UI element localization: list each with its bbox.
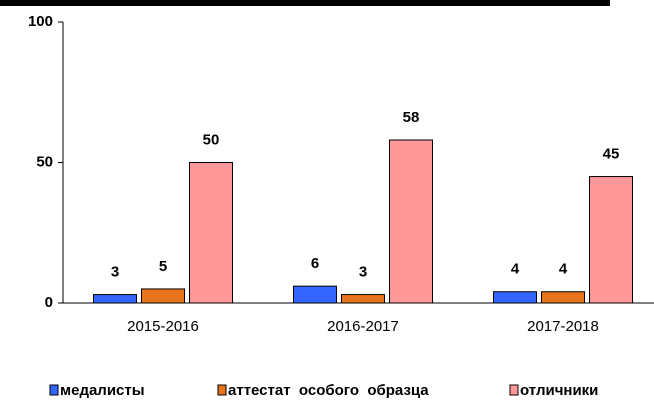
data-label: 5 [159,258,167,275]
data-label: 4 [511,261,520,278]
data-label: 3 [359,264,367,281]
bar [189,162,233,304]
top-rule [0,0,610,6]
bar [293,285,337,304]
y-tick-label: 0 [45,294,53,311]
bar [341,294,385,304]
bar [541,291,585,304]
x-tick-label: 2016-2017 [327,318,399,335]
bar [93,294,137,304]
legend-swatch [49,384,59,396]
bar [589,176,633,304]
legend-swatch [509,384,519,396]
data-label: 50 [203,131,220,148]
data-label: 58 [403,109,420,126]
x-tick-label: 2015-2016 [127,318,199,335]
y-tick-label: 50 [36,153,53,170]
data-label: 6 [311,255,319,272]
x-tick-label: 2017-2018 [527,318,599,335]
legend-label: аттестат особого образца [228,382,429,399]
bar [389,139,433,304]
data-label: 3 [111,264,119,281]
data-label: 4 [559,261,568,278]
data-label: 45 [603,146,620,163]
legend-swatch [217,384,227,396]
legend-label: медалисты [60,382,145,399]
legend-label: отличники [520,382,598,399]
bar [493,291,537,304]
y-tick-label: 100 [28,13,53,30]
bar [141,288,185,304]
